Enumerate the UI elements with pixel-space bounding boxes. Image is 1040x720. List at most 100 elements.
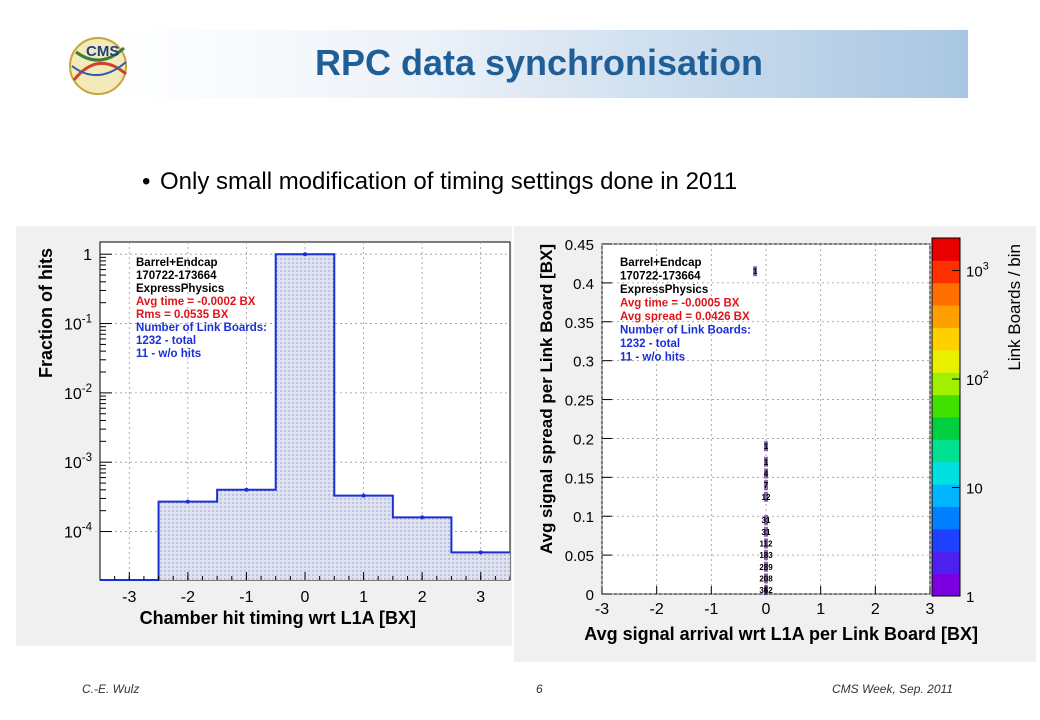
heatmap-cell — [764, 550, 768, 561]
stats-line: Avg time = -0.0002 BX — [136, 296, 256, 308]
logo-text: CMS — [86, 43, 119, 60]
stats-line: 170722-173664 — [620, 271, 701, 283]
colorbar-segment — [932, 417, 960, 440]
x-tick-label: -3 — [595, 601, 609, 618]
y-tick-label: 0.25 — [565, 393, 594, 410]
y-tick-label: 10-2 — [64, 383, 92, 403]
histogram-bar — [217, 489, 276, 580]
colorbar-segment — [932, 349, 960, 373]
colorbar-segment — [932, 551, 960, 575]
stats-line: 1232 - total — [620, 338, 680, 350]
timing-histogram: -3 -2 -1 0 1 2 3 10-4 10-3 10-2 10-1 1 Barrel+Endc… — [36, 241, 511, 628]
x-tick-label: 2 — [418, 589, 427, 606]
y-tick-label: 0.15 — [565, 470, 594, 487]
x-tick-label: 2 — [871, 601, 880, 618]
stats-line: 11 - w/o hits — [620, 352, 685, 364]
stats-line: Barrel+Endcap — [136, 257, 218, 269]
bullet-dot: • — [142, 168, 151, 195]
histogram-point — [420, 515, 425, 520]
title-bar: RPC data synchronisation — [110, 30, 968, 98]
heatmap-cell-label: 4 — [764, 469, 769, 478]
histogram-point — [185, 499, 190, 504]
histogram-bar — [334, 495, 393, 580]
footer-author: C.-E. Wulz — [82, 682, 140, 696]
y-tick-label: 0.05 — [565, 548, 594, 565]
colorbar-segment — [932, 573, 960, 597]
heatmap-cell — [764, 515, 768, 526]
stats-line: ExpressPhysics — [620, 284, 708, 296]
bullet-text: Only small modification of timing settin… — [160, 168, 738, 195]
x-tick-label: -3 — [122, 589, 136, 606]
stats-line: ExpressPhysics — [136, 283, 224, 295]
heatmap-cell-label: 208 — [759, 574, 773, 583]
colorbar-segment — [932, 528, 960, 552]
heatmap-cell — [764, 573, 768, 584]
heatmap-cell — [764, 561, 768, 572]
heatmap-cell-label: 289 — [759, 563, 773, 572]
heatmap-cell-label: 7 — [764, 481, 769, 490]
colorbar-segment — [932, 327, 960, 351]
y-tick-label: 0.35 — [565, 315, 594, 332]
y-tick-label: 10-3 — [64, 452, 92, 472]
bullet-item: • Only small modification of timing setti… — [142, 168, 737, 196]
stats-line: 170722-173664 — [136, 270, 217, 282]
heatmap-cell — [764, 441, 768, 452]
colorbar-segment — [932, 282, 960, 306]
x-tick-label: -2 — [650, 601, 664, 618]
colorbar-segment — [932, 394, 960, 418]
stats-line: Number of Link Boards: — [136, 322, 267, 334]
histogram-point — [478, 550, 483, 555]
histogram-bar — [158, 501, 218, 580]
x-tick-label: -2 — [181, 589, 195, 606]
heatmap-cell-label: 112 — [760, 539, 773, 548]
stats-line: Number of Link Boards: — [620, 325, 751, 337]
heatmap-cell-label: 1 — [764, 442, 769, 451]
stats-line: Avg time = -0.0005 BX — [620, 298, 740, 310]
colorbar-segment — [932, 461, 960, 485]
heatmap-cell — [764, 538, 768, 549]
y-axis-label: Avg signal spread per Link Board [BX] — [537, 244, 556, 554]
stats-line: Rms = 0.0535 BX — [136, 309, 229, 321]
cms-logo: CMS — [69, 37, 127, 95]
colorbar-segment — [932, 260, 960, 284]
heatmap-cell-label: 31 — [762, 516, 771, 525]
colorbar-segment — [932, 506, 960, 530]
heatmap-cell — [764, 491, 768, 502]
y-tick-label: 0.3 — [573, 354, 594, 371]
x-tick-label: 3 — [476, 589, 485, 606]
heatmap-cell — [764, 526, 768, 537]
colorbar-tick-label: 1 — [966, 589, 974, 606]
colorbar-segment — [932, 439, 960, 463]
colorbar-tick-label: 103 — [966, 261, 989, 281]
heatmap-cell — [764, 480, 768, 491]
histogram-bar — [275, 254, 335, 580]
footer-event: CMS Week, Sep. 2011 — [832, 682, 953, 696]
heatmap-cell — [764, 456, 768, 467]
stats-line: Barrel+Endcap — [620, 257, 702, 269]
x-tick-label: 0 — [301, 589, 310, 606]
y-axis-label: Fraction of hits — [36, 248, 56, 378]
x-tick-label: 0 — [762, 601, 771, 618]
slide-title: RPC data synchronisation — [314, 42, 764, 83]
y-tick-label: 0.1 — [573, 509, 594, 526]
colorbar-segment — [932, 484, 960, 507]
colorbar-tick-label: 10 — [966, 481, 983, 498]
x-tick-label: -1 — [239, 589, 253, 606]
colorbar-frame — [931, 237, 961, 597]
histogram-point — [244, 487, 249, 492]
y-tick-label: 10-1 — [64, 314, 92, 334]
y-tick-label: 0.4 — [573, 276, 594, 293]
heatmap-cell-label: 12 — [762, 493, 771, 502]
footer-page-number: 6 — [536, 682, 543, 696]
y-tick-label: 0 — [586, 587, 594, 604]
histogram-bar — [392, 517, 452, 580]
histogram-point — [361, 493, 366, 498]
colorbar-tick-label: 102 — [966, 369, 989, 389]
heatmap-cell — [753, 266, 758, 277]
heatmap-cell-label: 183 — [759, 551, 773, 560]
y-tick-label: 0.2 — [573, 431, 594, 448]
x-axis-label: Chamber hit timing wrt L1A [BX] — [140, 608, 416, 628]
colorbar-segment — [932, 238, 960, 261]
y-tick-label: 1 — [83, 247, 92, 264]
